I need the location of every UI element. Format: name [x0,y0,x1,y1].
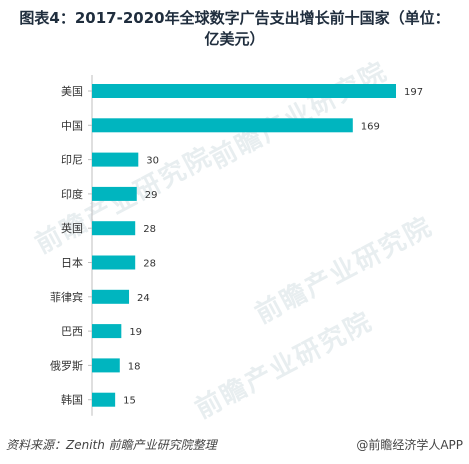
category-label: 巴西 [61,325,83,338]
bar [92,324,122,339]
bar [92,186,137,201]
category-label: 韩国 [61,393,83,407]
value-label: 28 [143,224,156,235]
value-label: 15 [123,396,136,407]
category-label: 印尼 [61,154,83,167]
chart-title-line-1: 图表4：2017-2020年全球数字广告支出增长前十国家（单位： [19,9,450,27]
value-label: 24 [137,293,150,304]
category-label: 印度 [61,187,83,201]
value-label: 18 [128,361,141,372]
chart-title-line-2: 亿美元） [204,30,265,48]
brand-credit: @前瞻经济学人APP [356,438,463,452]
bar [92,255,136,270]
category-label: 菲律宾 [50,290,83,304]
value-label: 30 [146,156,159,167]
source-note: 资料来源：Zenith 前瞻产业研究院整理 [6,438,217,452]
category-label: 英国 [61,221,83,235]
bar [92,358,120,373]
bar [92,392,116,407]
chart-title: 图表4：2017-2020年全球数字广告支出增长前十国家（单位： 亿美元） [8,8,461,50]
footer: 资料来源：Zenith 前瞻产业研究院整理 @前瞻经济学人APP [6,436,463,454]
value-label: 169 [361,121,380,132]
bar [92,221,136,236]
category-label: 俄罗斯 [50,359,83,372]
bar [92,289,130,304]
value-label: 197 [404,87,423,98]
category-label: 中国 [61,119,83,132]
bar [92,118,353,133]
bar [92,84,396,98]
category-label: 美国 [61,85,83,98]
value-label: 28 [143,259,156,270]
value-label: 29 [145,190,158,201]
value-label: 19 [129,327,142,338]
category-label: 日本 [61,256,83,270]
bar [92,152,139,167]
